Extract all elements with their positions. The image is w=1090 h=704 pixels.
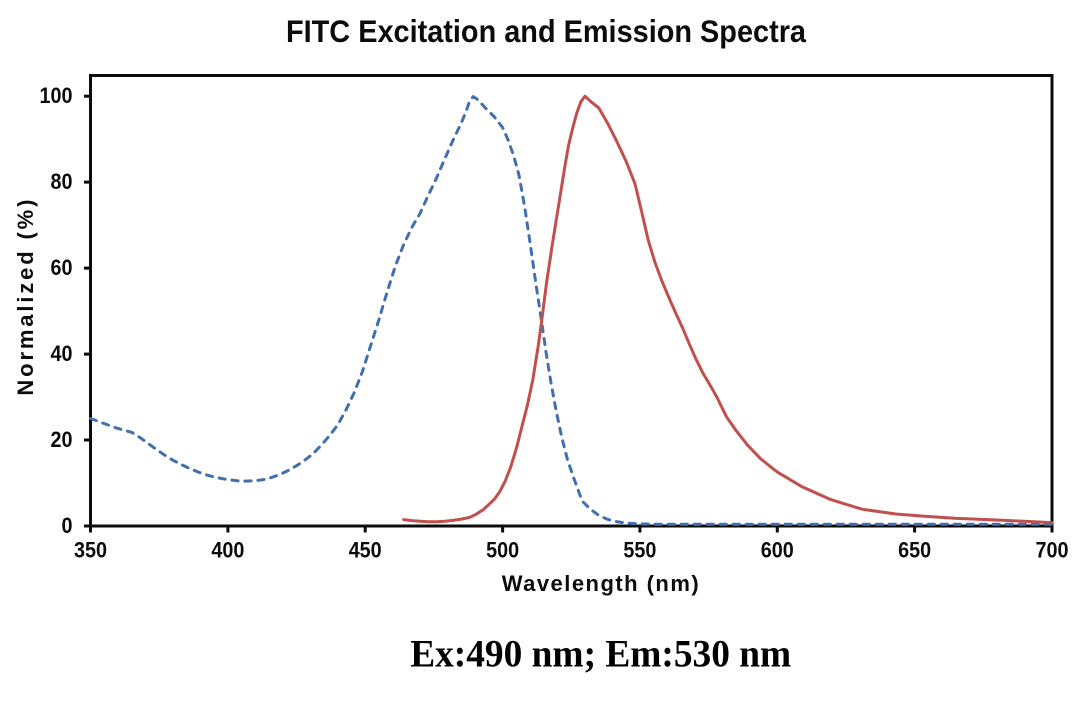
svg-text:Ex:490 nm; Em:530 nm: Ex:490 nm; Em:530 nm [410,632,791,675]
svg-text:700: 700 [1036,538,1069,563]
svg-text:650: 650 [898,538,931,563]
svg-text:500: 500 [486,538,519,563]
svg-text:600: 600 [761,538,794,563]
svg-text:40: 40 [51,341,73,366]
svg-text:550: 550 [623,538,656,563]
svg-text:Wavelength (nm): Wavelength (nm) [502,571,699,596]
svg-text:0: 0 [62,513,73,538]
svg-text:350: 350 [74,538,107,563]
svg-text:450: 450 [349,538,382,563]
svg-text:Normalized (%): Normalized (%) [13,200,38,396]
svg-text:80: 80 [51,169,73,194]
svg-text:100: 100 [40,83,73,108]
svg-text:FITC Excitation and Emission S: FITC Excitation and Emission Spectra [286,13,806,49]
svg-text:20: 20 [51,427,73,452]
svg-text:400: 400 [211,538,244,563]
svg-text:60: 60 [51,255,73,280]
